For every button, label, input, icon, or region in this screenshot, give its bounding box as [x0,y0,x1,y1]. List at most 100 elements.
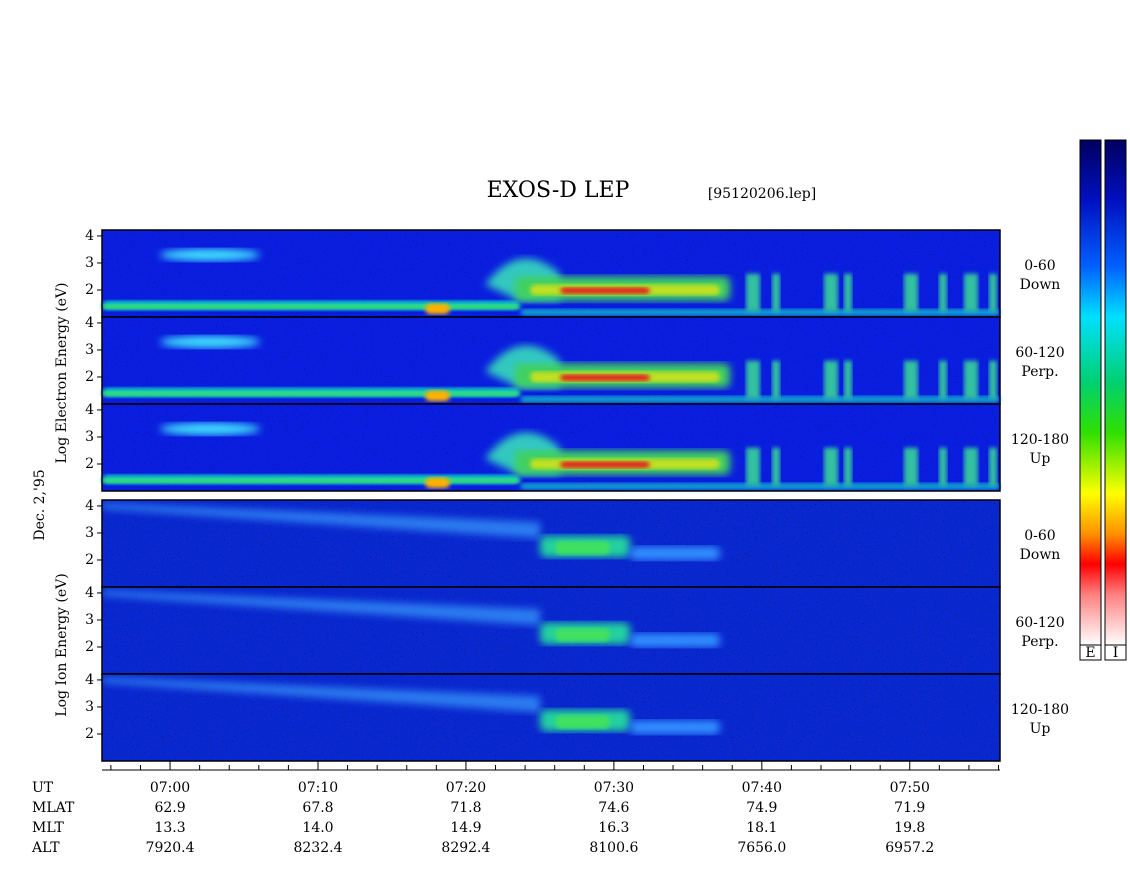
feature [102,391,520,396]
ephemeris-value: 6957.2 [885,840,934,856]
spectrogram [102,230,1000,317]
spectrogram [102,500,1000,587]
feature [844,360,852,399]
feature [630,633,720,647]
ephemeris-value: 13.3 [154,820,185,836]
feature [772,447,780,486]
y-tick-label: 2 [85,369,94,385]
feature [520,395,1000,403]
colorbar-label-box [1104,644,1127,661]
panel-label: Perp. [1021,634,1058,650]
ephemeris-value: 8292.4 [441,840,490,856]
feature [102,590,540,626]
y-tick-label: 3 [85,699,94,715]
panel-label: Up [1030,451,1051,467]
y-tick-label: 3 [85,429,94,445]
feature [102,677,540,713]
x-tick-label: 07:30 [594,780,634,796]
file-name: [95120206.lep] [708,186,816,202]
ephemeris-value: 7656.0 [737,840,786,856]
ephemeris-value: 8232.4 [293,840,342,856]
colorbar [1079,139,1102,646]
feature [102,503,540,539]
feature [160,248,260,261]
feature [772,273,780,312]
feature [844,447,852,486]
ephemeris-value: 7920.4 [146,840,195,856]
panel-label: 120-180 [1011,702,1069,718]
y-tick-label: 2 [85,456,94,472]
feature [939,447,947,486]
feature [102,304,520,309]
ephemeris-name: MLAT [32,800,75,816]
panel-label: Down [1020,547,1061,563]
feature [939,360,947,399]
panel-label: 60-120 [1015,345,1064,361]
y-tick-label: 4 [85,498,94,514]
feature [102,478,520,483]
feature [520,482,1000,490]
ephemeris-value: 8100.6 [589,840,638,856]
colorbar [1104,139,1127,646]
feature [824,273,838,312]
feature [824,447,838,486]
y-tick-label: 2 [85,282,94,298]
x-tick-label: 07:40 [742,780,782,796]
y-tick-label: 2 [85,552,94,568]
feature [964,447,978,486]
ephemeris-value: 71.9 [894,800,925,816]
date-label: Dec. 2,'95 [32,469,48,540]
feature [824,360,838,399]
spectrogram [102,587,1000,674]
feature [904,360,918,399]
y-tick-label: 3 [85,612,94,628]
panel-label: 0-60 [1024,258,1055,274]
feature [989,360,997,399]
panel-label: Up [1030,721,1051,737]
spectrogram [102,674,1000,761]
colorbar-label: E [1085,645,1095,661]
y-tick-label: 4 [85,672,94,688]
feature [425,477,450,489]
ephemeris-value: 62.9 [154,800,185,816]
ut-label: UT [32,780,54,796]
chart-title: EXOS-D LEP [487,178,630,203]
y-tick-label: 4 [85,315,94,331]
y-tick-label: 4 [85,228,94,244]
ephemeris-name: MLT [32,820,64,836]
x-tick-label: 07:00 [150,780,190,796]
feature [746,360,760,399]
feature [746,447,760,486]
panel-frame [101,403,1001,492]
ephemeris-value: 14.9 [450,820,481,836]
feature [160,422,260,435]
feature [989,447,997,486]
ephemeris-value: 18.1 [746,820,777,836]
feature [630,720,720,734]
feature [425,390,450,402]
y-tick-label: 3 [85,255,94,271]
feature [989,273,997,312]
ephemeris-value: 19.8 [894,820,925,836]
panel-label: Perp. [1021,364,1058,380]
panel-label: 0-60 [1024,528,1055,544]
x-tick-label: 07:10 [298,780,338,796]
feature [425,303,450,315]
feature [520,308,1000,316]
y-tick-label: 3 [85,525,94,541]
ephemeris-value: 71.8 [450,800,481,816]
feature [555,541,610,555]
y-tick-label: 4 [85,585,94,601]
y-tick-label: 2 [85,639,94,655]
feature [160,335,260,348]
feature [939,273,947,312]
ephemeris-name: ALT [31,840,60,856]
colorbar-label-box [1079,644,1102,661]
feature [904,447,918,486]
panel-label: 60-120 [1015,615,1064,631]
x-tick-label: 07:50 [890,780,930,796]
feature [560,461,650,469]
panel-frame [101,673,1001,762]
